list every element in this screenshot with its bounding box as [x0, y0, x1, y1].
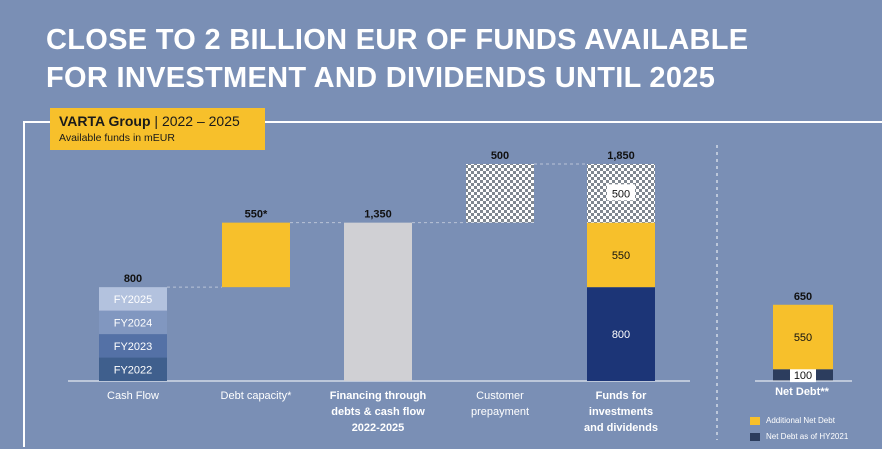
category-label: Debt capacity* [196, 388, 316, 404]
segment-label: FY2024 [114, 317, 153, 329]
net-debt-segment [773, 304, 833, 370]
bar-segment [587, 287, 655, 381]
category-label-line: Funds for [595, 390, 647, 402]
bar-segment [466, 164, 534, 223]
net-debt-title: Net Debt** [775, 386, 829, 398]
slide-title-line-1: CLOSE TO 2 BILLION EUR OF FUNDS AVAILABL… [46, 24, 749, 56]
bar-total-label: 500 [491, 150, 509, 162]
segment-label-bg [790, 368, 816, 383]
bar-segment [344, 222, 412, 381]
segment-label: FY2023 [114, 341, 153, 353]
net-debt-segment-label: 550 [794, 332, 812, 344]
category-label-line: debts & cash flow [331, 406, 425, 418]
legend-swatch [750, 416, 760, 425]
category-label: Customer prepayment [440, 388, 560, 420]
category-label-line: Customer [476, 390, 524, 402]
segment-label: FY2025 [114, 294, 153, 306]
segment-label-bg [607, 184, 635, 201]
category-label-line: and dividends [584, 422, 658, 434]
category-label-line: Financing through [329, 390, 427, 402]
category-label-line: Cash Flow [107, 390, 159, 402]
legend-item: Net Debt as of HY2021 [750, 432, 848, 441]
header-subtitle: Available funds in mEUR [59, 132, 175, 144]
category-label-line: 2022-2025 [351, 422, 405, 434]
bar-total-label: 1,850 [607, 150, 635, 162]
header-separator: | [154, 113, 159, 129]
category-label-line: Debt capacity* [220, 390, 292, 402]
bar-segment [99, 334, 167, 358]
bar-segment [99, 357, 167, 381]
category-label: Funds for investments and dividends [561, 388, 681, 436]
legend-label: Net Debt as of HY2021 [766, 432, 849, 441]
segment-label: 500 [612, 188, 630, 200]
segment-label: 550 [612, 250, 630, 262]
bar-total-label: 1,350 [364, 209, 392, 221]
legend-item: Additional Net Debt [750, 416, 835, 425]
slide-title-line-2: FOR INVESTMENT AND DIVIDENDS UNTIL 2025 [46, 62, 716, 94]
category-label: Financing through debts & cash flow 2022-2… [318, 388, 438, 436]
bar-total-label: 800 [124, 273, 142, 285]
bar-segment [587, 222, 655, 288]
bar-segment [99, 310, 167, 335]
segment-label: 800 [612, 329, 630, 341]
chart-frame-line [23, 121, 882, 447]
chart-header-box: VARTA Group | 2022 – 2025 Available fund… [50, 108, 265, 150]
legend-swatch [750, 432, 760, 441]
category-label-line: prepayment [470, 406, 530, 418]
legend-label: Additional Net Debt [766, 416, 835, 425]
bar-segment [222, 222, 290, 288]
segment-label: FY2022 [114, 364, 153, 376]
bar-total-label: 550* [245, 209, 268, 221]
bar-segment [99, 287, 167, 311]
category-label-line: investments [588, 406, 654, 418]
header-period: 2022 – 2025 [161, 113, 240, 129]
net-debt-total-label: 650 [794, 291, 812, 303]
net-debt-segment-label: 100 [794, 370, 812, 382]
category-label: Cash Flow [73, 388, 193, 404]
company-name: VARTA Group [59, 113, 151, 129]
